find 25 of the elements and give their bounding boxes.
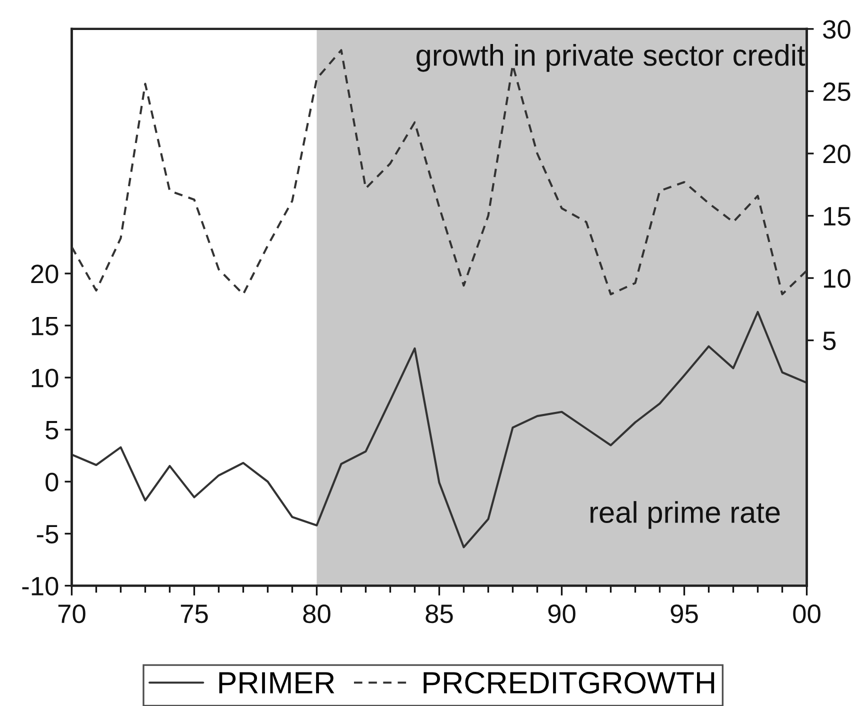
line-series (72, 310, 807, 548)
y-tick-label: 15 (32, 316, 58, 336)
y2-tick-label: 25 (823, 82, 850, 102)
y-tick-label: -5 (36, 525, 58, 544)
y-tick-label: -10 (22, 576, 58, 596)
legend-label: PRCREDITGROWTH (424, 672, 714, 694)
x-tick-label: 00 (793, 604, 820, 624)
y2-tick-label: 30 (823, 20, 850, 39)
y-tick-label: 5 (46, 421, 58, 440)
legend-label: PRIMER (219, 672, 334, 694)
y-tick-label: 20 (31, 264, 58, 284)
y2-tick-label: 10 (824, 269, 850, 288)
y2-tick-label: 20 (823, 144, 850, 164)
y2-tick-label: 15 (824, 207, 850, 226)
annotation: real prime rate (590, 501, 780, 529)
x-tick-label: 90 (548, 604, 576, 624)
y-tick-label: 0 (46, 472, 58, 492)
x-tick-label: 75 (180, 604, 208, 624)
x-tick-label: 85 (426, 604, 453, 624)
y-tick-label: 10 (32, 368, 58, 388)
x-tick-label: 95 (670, 604, 698, 624)
x-tick-label: 80 (303, 604, 330, 624)
annotation: growth in private sector credit (416, 44, 806, 72)
x-tick-label: 70 (58, 604, 86, 624)
y2-tick-label: 5 (823, 332, 836, 350)
